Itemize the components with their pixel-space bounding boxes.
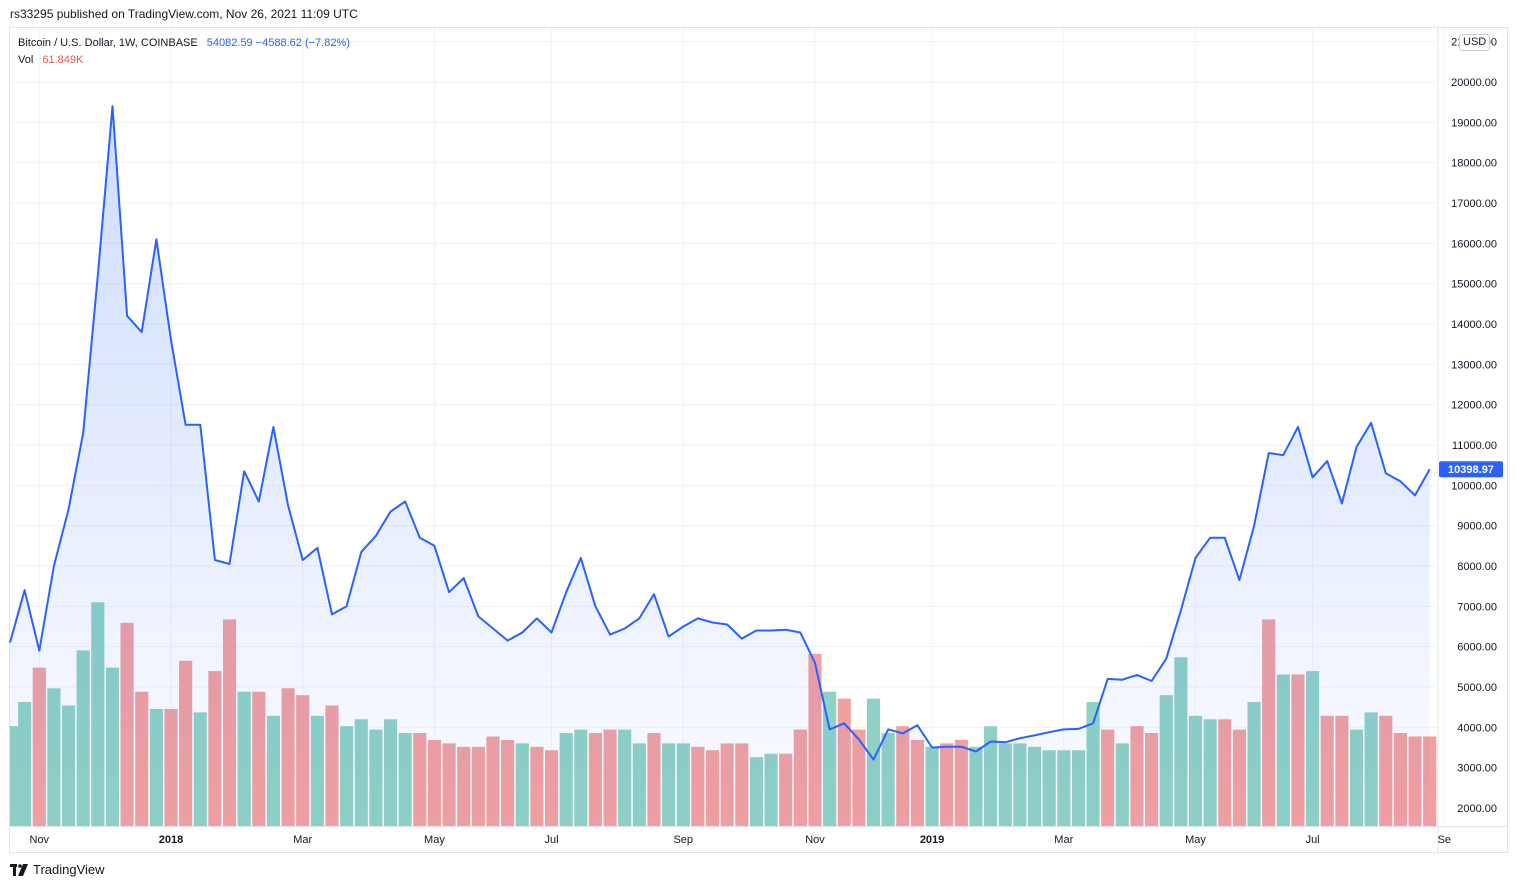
volume-value: 61.849K [42,54,84,66]
time-tick-label: 2018 [159,834,183,846]
last-price-badge [1439,461,1503,478]
tradingview-footer[interactable]: TradingView [10,862,105,877]
ohlc-change-values: 54082.59 −4588.62 (−7.82%) [206,37,350,49]
price-tick-label: 6000.00 [1457,642,1497,654]
price-tick-label: 13000.00 [1451,359,1497,371]
time-tick-label: Mar [293,834,312,846]
time-tick-label: 2019 [920,834,944,846]
price-tick-label: 7000.00 [1457,601,1497,613]
price-tick-label: 17000.00 [1451,198,1497,210]
tradingview-logo-icon [10,863,28,876]
time-tick-label: Jul [1306,834,1320,846]
tradingview-brand: TradingView [33,862,105,877]
price-tick-label: 14000.00 [1451,319,1497,331]
price-tick-label: 9000.00 [1457,521,1497,533]
price-axis[interactable]: 2000.00 3000.00 4000.00 5000.00 6000.00 7000.… [1451,37,1497,815]
time-tick-label: May [424,834,445,846]
price-tick-label: 10000.00 [1451,480,1497,492]
price-tick-label: 3000.00 [1457,763,1497,775]
legend-symbol-row: Bitcoin / U.S. Dollar, 1W, COINBASE 5408… [18,35,350,52]
price-tick-label: 4000.00 [1457,722,1497,734]
last-price-label: 10398.97 [1448,464,1494,476]
price-area [10,106,1430,826]
price-tick-label: 8000.00 [1457,561,1497,573]
price-tick-label: 20000.00 [1451,77,1497,89]
price-area-fill [10,106,1430,826]
time-tick-label: Mar [1054,834,1073,846]
price-tick-label: 5000.00 [1457,682,1497,694]
time-tick-label: May [1185,834,1206,846]
price-tick-label: 12000.00 [1451,400,1497,412]
price-tick-label: 18000.00 [1451,158,1497,170]
symbol-description[interactable]: Bitcoin / U.S. Dollar, 1W, COINBASE [18,37,198,49]
time-tick-label: Jul [544,834,558,846]
time-tick-label: Sep [673,834,693,846]
price-tick-label: 2000.00 [1457,803,1497,815]
price-tick-label: 15000.00 [1451,279,1497,291]
legend-volume-row: Vol 61.849K [18,52,350,69]
chart-legend: Bitcoin / U.S. Dollar, 1W, COINBASE 5408… [18,35,350,69]
price-line [9,105,1431,761]
time-tick-label: Nov [805,834,825,846]
price-tick-label: 19000.00 [1451,117,1497,129]
time-tick-label: Nov [29,834,49,846]
last-price-marker: 10398.97 [1439,461,1503,478]
price-tick-label: 16000.00 [1451,238,1497,250]
chart-frame [9,27,1508,853]
volume-label[interactable]: Vol [18,54,34,66]
time-tick-label: Se [1438,834,1451,846]
time-axis[interactable]: Nov 2018 Mar May Jul Sep Nov 2019 Mar May Jul Se [29,834,1451,846]
publisher-header: rs33295 published on TradingView.com, No… [10,7,358,21]
price-line-path [9,105,1431,761]
currency-badge[interactable]: USD [1459,34,1491,51]
price-tick-label: 11000.00 [1452,440,1497,452]
